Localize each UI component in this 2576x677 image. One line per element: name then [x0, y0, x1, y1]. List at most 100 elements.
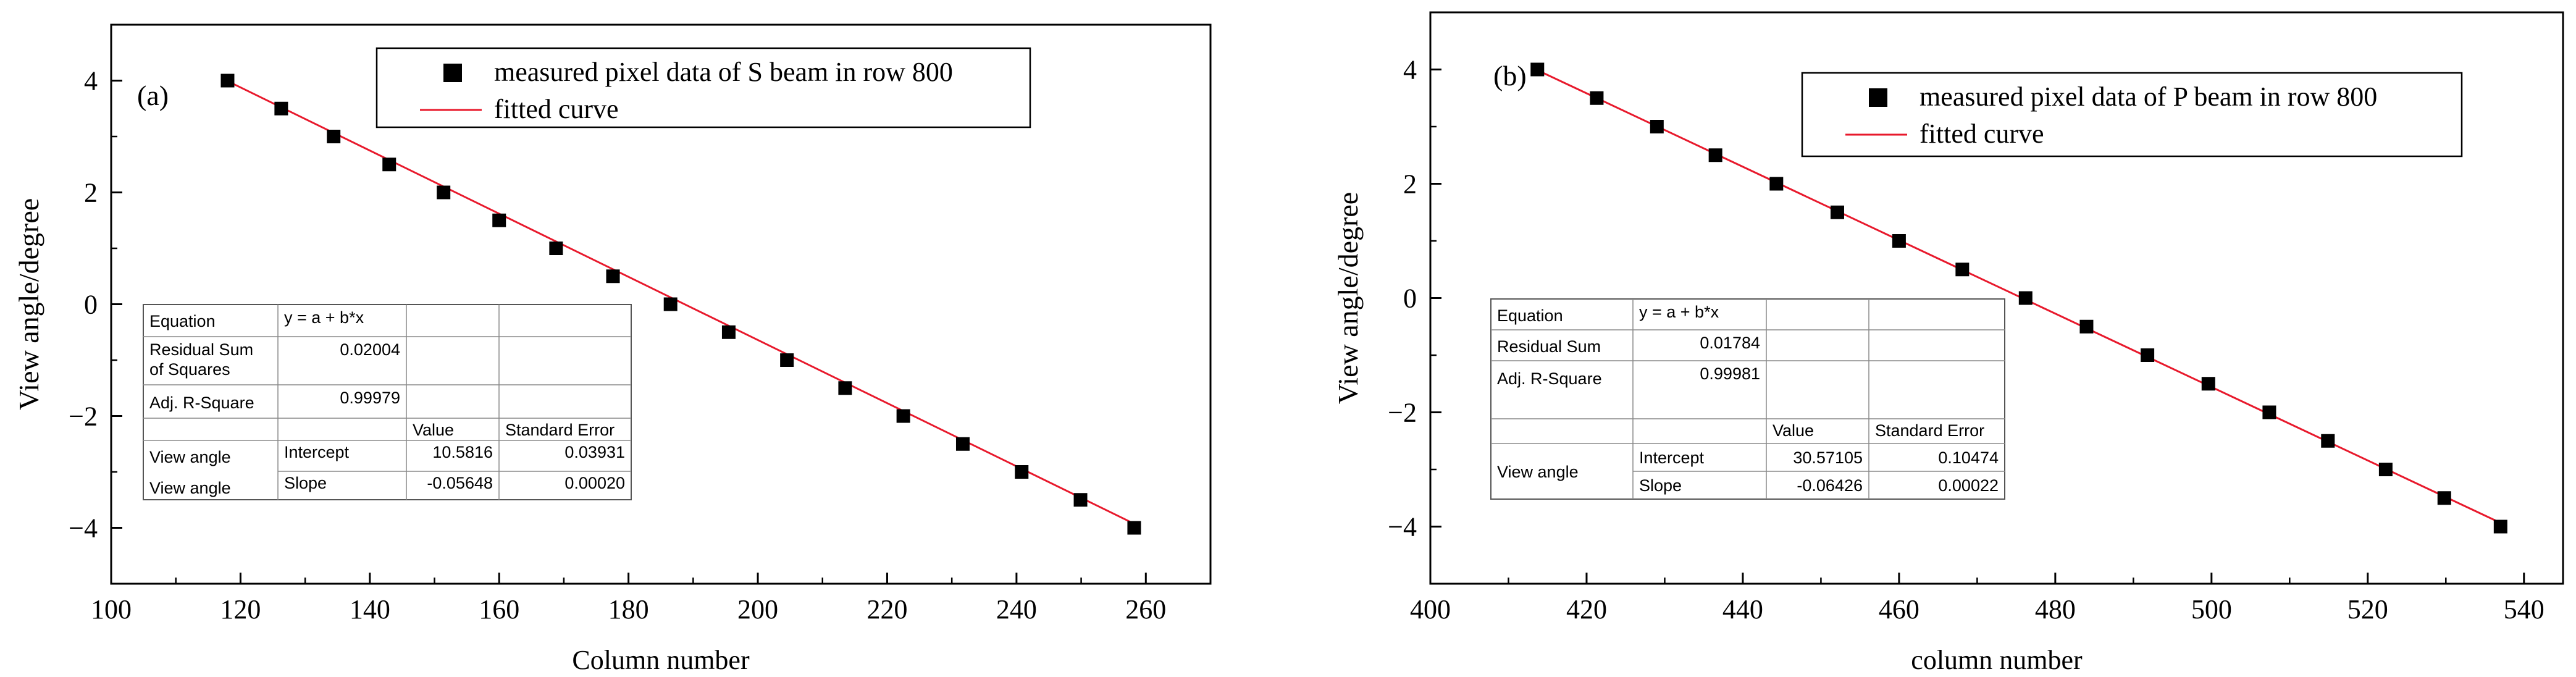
legend-box	[1801, 72, 2463, 158]
data-point	[780, 353, 794, 367]
y-tick-label: 2	[84, 178, 98, 208]
table-param-label: Slope	[284, 474, 327, 492]
data-point	[1830, 205, 1844, 219]
table-param-error: 0.03931	[564, 443, 625, 461]
table-param-error: 0.00022	[1938, 476, 1999, 495]
legend-label-fit: fitted curve	[1919, 119, 2044, 149]
x-tick-label: 220	[866, 594, 907, 624]
table-rss-label: Residual Sum	[1497, 337, 1601, 356]
table-equation-label: Equation	[1497, 306, 1563, 325]
data-point	[1650, 120, 1664, 133]
fit-table: Equation y = a + b*x Residual Sum 0.01784 Ad…	[1490, 298, 2005, 500]
data-point	[2378, 463, 2393, 476]
legend-marker-icon	[443, 64, 462, 82]
y-tick-label: 4	[84, 66, 98, 96]
data-point	[1769, 177, 1784, 191]
table-param-error: 0.10474	[1938, 448, 1999, 467]
data-point	[1127, 521, 1141, 535]
table-rss-value: 0.01784	[1700, 334, 1760, 352]
table-r2-value: 0.99979	[340, 389, 400, 407]
data-point	[1892, 234, 1906, 248]
data-point	[1590, 91, 1604, 105]
data-point	[1530, 62, 1545, 77]
chart-panel-b: 400 420 440 460 480 500 520 540 −4 −2 0 2 4 column nu…	[1332, 11, 2564, 675]
table-value-header: Value	[1773, 421, 1814, 440]
data-point	[220, 74, 235, 88]
data-point	[382, 158, 396, 172]
x-tick-label: 140	[350, 594, 390, 624]
panel-label: (a)	[137, 80, 169, 111]
table-equation-label: Equation	[149, 312, 216, 330]
table-rss-label: Residual Sum	[149, 340, 253, 359]
x-tick-label: 240	[996, 594, 1037, 624]
data-point	[955, 437, 970, 451]
x-tick-label: 480	[2035, 594, 2076, 624]
table-param-value: -0.05648	[427, 474, 493, 492]
table-dependent-label: View angle	[149, 448, 231, 466]
x-tick-label: 460	[1879, 594, 1919, 624]
table-dependent-label: View angle	[149, 479, 231, 497]
x-tick-label: 160	[479, 594, 519, 624]
table-param-label: Intercept	[1639, 448, 1705, 467]
table-r2-label: Adj. R-Square	[1497, 369, 1602, 388]
x-tick-label: 500	[2191, 594, 2232, 624]
table-error-header: Standard Error	[505, 421, 615, 439]
y-tick-label: 0	[1403, 284, 1417, 314]
x-tick-label: 120	[220, 594, 261, 624]
x-tick-label: 420	[1566, 594, 1607, 624]
table-param-label: Slope	[1639, 476, 1682, 495]
data-point	[721, 325, 736, 339]
legend-label-fit: fitted curve	[494, 94, 619, 124]
table-param-label: Intercept	[284, 443, 350, 461]
fitted-curve-line	[227, 80, 1135, 525]
data-point	[2079, 319, 2094, 334]
x-tick-label: 100	[91, 594, 132, 624]
x-tick-label: 520	[2347, 594, 2388, 624]
table-r2-label: Adj. R-Square	[149, 393, 254, 412]
table-error-header: Standard Error	[1875, 421, 1984, 440]
data-point	[2493, 519, 2507, 534]
data-point	[437, 185, 451, 200]
table-param-value: -0.06426	[1797, 476, 1863, 495]
y-tick-label: −4	[1388, 512, 1417, 542]
data-point	[1073, 493, 1088, 507]
y-axis-title: View angle/degree	[1332, 192, 1364, 404]
table-param-error: 0.00020	[564, 474, 625, 492]
data-point	[1015, 465, 1029, 479]
data-point	[549, 242, 563, 255]
data-point	[274, 101, 288, 116]
chart-panel-a: 100 120 140 160 180 200 220 240 260 −4 −2 0 2 4 Column…	[13, 23, 1212, 675]
data-point	[492, 213, 506, 227]
x-axis-title: column number	[1911, 645, 2083, 675]
legend-marker-icon	[1869, 88, 1887, 107]
fit-table-frame	[1490, 298, 2005, 500]
data-point	[663, 297, 678, 311]
x-axis-title: Column number	[572, 645, 750, 675]
y-tick-label: −4	[69, 513, 98, 544]
y-tick-label: 2	[1403, 169, 1417, 200]
x-tick-label: 540	[2504, 594, 2545, 624]
table-equation-value: y = a + b*x	[1639, 303, 1719, 321]
data-point	[2437, 491, 2451, 505]
y-tick-label: 4	[1403, 55, 1417, 85]
table-rss-label: of Squares	[149, 360, 230, 379]
table-param-value: 30.57105	[1793, 448, 1863, 467]
table-value-header: Value	[413, 421, 454, 439]
table-param-value: 10.5816	[432, 443, 493, 461]
legend-label-points: measured pixel data of P beam in row 800	[1919, 82, 2377, 112]
y-tick-label: 0	[84, 290, 98, 320]
y-tick-label: −2	[1388, 398, 1417, 428]
data-point	[2201, 377, 2215, 391]
y-tick-label: −2	[69, 402, 98, 432]
table-rss-value: 0.02004	[340, 340, 400, 359]
data-point	[838, 381, 852, 395]
y-axis-title: View angle/degree	[13, 198, 44, 410]
x-tick-label: 200	[737, 594, 778, 624]
table-dependent-label: View angle	[1497, 463, 1579, 481]
data-point	[327, 130, 341, 143]
data-point	[2321, 434, 2335, 448]
legend-label-points: measured pixel data of S beam in row 800	[494, 57, 953, 87]
data-point	[896, 409, 910, 423]
